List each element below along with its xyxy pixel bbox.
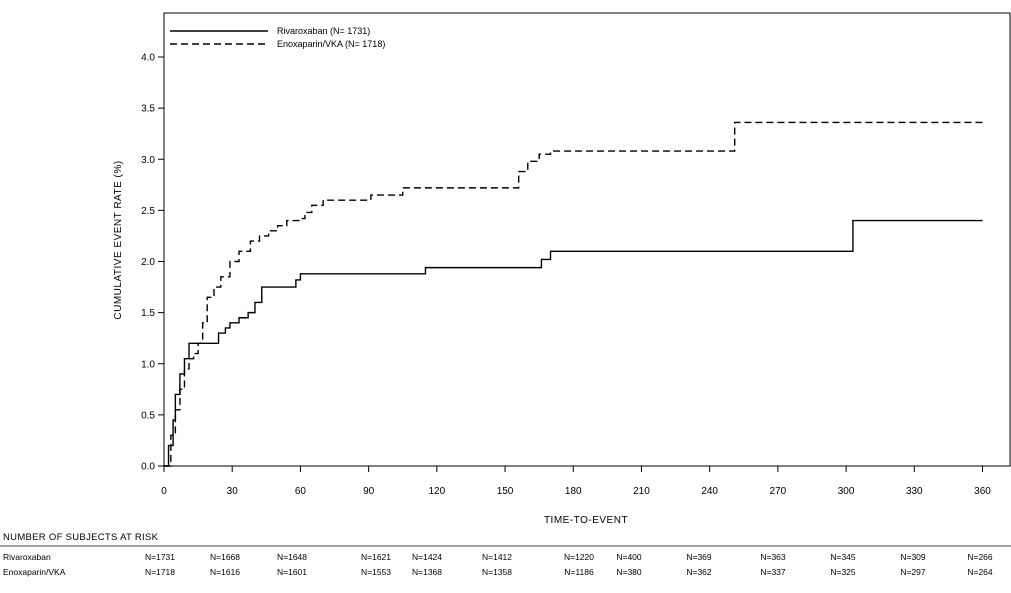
series-layer [164,121,983,467]
risk-value: N=297 [900,567,926,577]
x-tick-label: 0 [161,486,167,497]
legend-label-1: Rivaroxaban (N= 1731) [277,26,370,36]
y-tick-label: 2.5 [141,206,155,217]
x-tick-label: 240 [701,486,718,497]
y-tick-label: 4.0 [141,53,155,64]
y-tick-label: 1.0 [141,359,155,370]
risk-value: N=1668 [210,552,240,562]
x-tick-label: 360 [974,486,991,497]
y-tick-label: 3.0 [141,155,155,166]
y-tick-label: 2.0 [141,257,155,268]
x-tick-label: 90 [363,486,375,497]
y-axis: 0.0 0.5 1.0 1.5 2.0 2.5 3.0 3.5 4.0 [141,53,164,473]
risk-value: N=1424 [412,552,442,562]
risk-row-label: Enoxaparin/VKA [3,567,66,577]
risk-value: N=1358 [482,567,512,577]
risk-value: N=1220 [564,552,594,562]
series-line-2 [164,121,983,467]
risk-value: N=380 [616,567,642,577]
x-axis: 0 30 60 90 120 150 180 210 240 270 300 330 360 [161,466,991,497]
x-axis-title: TIME-TO-EVENT [544,515,628,526]
risk-value: N=309 [900,552,926,562]
risk-value: N=1368 [412,567,442,577]
risk-value: N=266 [967,552,993,562]
x-tick-label: 180 [565,486,582,497]
series-line-1 [164,219,983,467]
risk-value: N=325 [830,567,856,577]
risk-value: N=264 [967,567,993,577]
risk-value: N=1648 [277,552,307,562]
legend-label-2: Enoxaparin/VKA (N= 1718) [277,39,385,49]
risk-value: N=1553 [361,567,391,577]
x-tick-label: 300 [838,486,855,497]
risk-row-label: Rivaroxaban [3,552,51,562]
risk-value: N=363 [760,552,786,562]
risk-value: N=400 [616,552,642,562]
risk-value: N=369 [686,552,712,562]
x-tick-label: 270 [770,486,787,497]
risk-value: N=345 [830,552,856,562]
x-tick-label: 210 [633,486,650,497]
y-tick-label: 1.5 [141,308,155,319]
risk-value: N=1621 [361,552,391,562]
risk-value: N=362 [686,567,712,577]
risk-value: N=1186 [564,567,594,577]
risk-value: N=1731 [145,552,175,562]
risk-table-title: NUMBER OF SUBJECTS AT RISK [3,532,159,543]
x-tick-label: 120 [428,486,445,497]
x-tick-label: 330 [906,486,923,497]
risk-value: N=1601 [277,567,307,577]
y-tick-label: 0.0 [141,462,155,473]
risk-value: N=1718 [145,567,175,577]
y-tick-label: 0.5 [141,410,155,421]
risk-value: N=1412 [482,552,512,562]
risk-table: Rivaroxaban N=1731 N=1668 N=1648 N=1621 N=142… [3,552,993,577]
x-tick-label: 60 [295,486,307,497]
legend: Rivaroxaban (N= 1731) Enoxaparin/VKA (N= … [170,26,385,49]
y-axis-title: CUMULATIVE EVENT RATE (%) [113,160,124,319]
risk-value: N=1616 [210,567,240,577]
x-tick-label: 30 [227,486,239,497]
x-tick-label: 150 [497,486,514,497]
risk-value: N=337 [760,567,786,577]
y-tick-label: 3.5 [141,104,155,115]
plot-frame [163,12,1011,467]
